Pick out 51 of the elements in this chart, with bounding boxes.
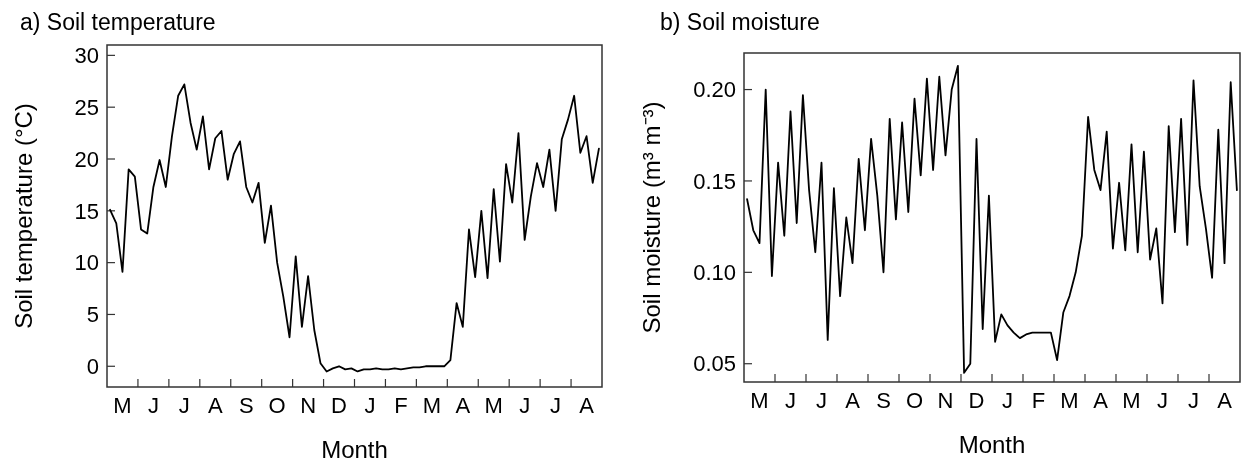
x-tick-label: A	[1093, 388, 1109, 413]
y-tick-label: 5	[86, 302, 99, 328]
y-tick-label: 0.05	[693, 351, 736, 377]
x-tick-label: M	[1060, 388, 1079, 413]
x-tick-label: O	[905, 388, 924, 413]
x-tick-label: M	[113, 393, 132, 418]
x-tick-label: O	[268, 393, 286, 418]
y-tick-label: 20	[74, 146, 99, 172]
x-tick-label: A	[207, 393, 223, 418]
chart-title: a) Soil temperature	[20, 9, 216, 35]
x-tick-label: M	[422, 393, 442, 418]
line-series	[746, 64, 1238, 374]
x-tick-label: A	[1217, 388, 1233, 413]
line-series	[109, 83, 600, 373]
y-axis-title: Soil temperature (°C)	[10, 103, 37, 329]
x-tick-label: J	[1188, 388, 1199, 413]
x-tick-label: J	[147, 393, 159, 418]
x-tick-label: D	[331, 393, 347, 418]
x-axis-title: Month	[958, 431, 1026, 458]
y-axis-title: Soil moisture (m³ m⁻³)	[638, 101, 665, 334]
x-tick-label: M	[484, 393, 503, 418]
x-axis-title: Month	[321, 436, 388, 463]
x-tick-label: J	[178, 393, 190, 418]
x-tick-label: J	[364, 393, 376, 418]
x-tick-label: M	[750, 388, 769, 413]
y-tick-label: 10	[74, 250, 99, 276]
x-tick-label: A	[579, 393, 595, 418]
x-tick-label: F	[394, 393, 408, 418]
y-tick-label: 0.20	[693, 77, 736, 103]
y-tick-label: 25	[74, 94, 99, 120]
x-tick-label: J	[1157, 388, 1168, 413]
x-tick-label: A	[845, 388, 861, 413]
y-tick-label: 0.15	[693, 168, 736, 194]
x-tick-label: N	[937, 388, 954, 413]
y-tick-label: 0	[86, 353, 99, 379]
y-tick-label: 15	[74, 198, 99, 224]
x-tick-label: A	[455, 393, 471, 418]
x-tick-label: J	[550, 393, 562, 418]
x-tick-label: J	[1002, 388, 1013, 413]
x-tick-label: J	[519, 393, 531, 418]
x-tick-label: S	[238, 393, 254, 418]
x-tick-label: M	[1122, 388, 1141, 413]
x-tick-label: F	[1031, 388, 1046, 413]
x-tick-label: N	[300, 393, 317, 418]
y-tick-label: 0.10	[693, 260, 736, 286]
x-tick-label: D	[968, 388, 985, 413]
x-tick-label: J	[785, 388, 796, 413]
chart-title: b) Soil moisture	[660, 9, 820, 35]
x-tick-label: J	[816, 388, 827, 413]
x-tick-label: S	[876, 388, 891, 413]
y-tick-label: 30	[74, 43, 99, 69]
